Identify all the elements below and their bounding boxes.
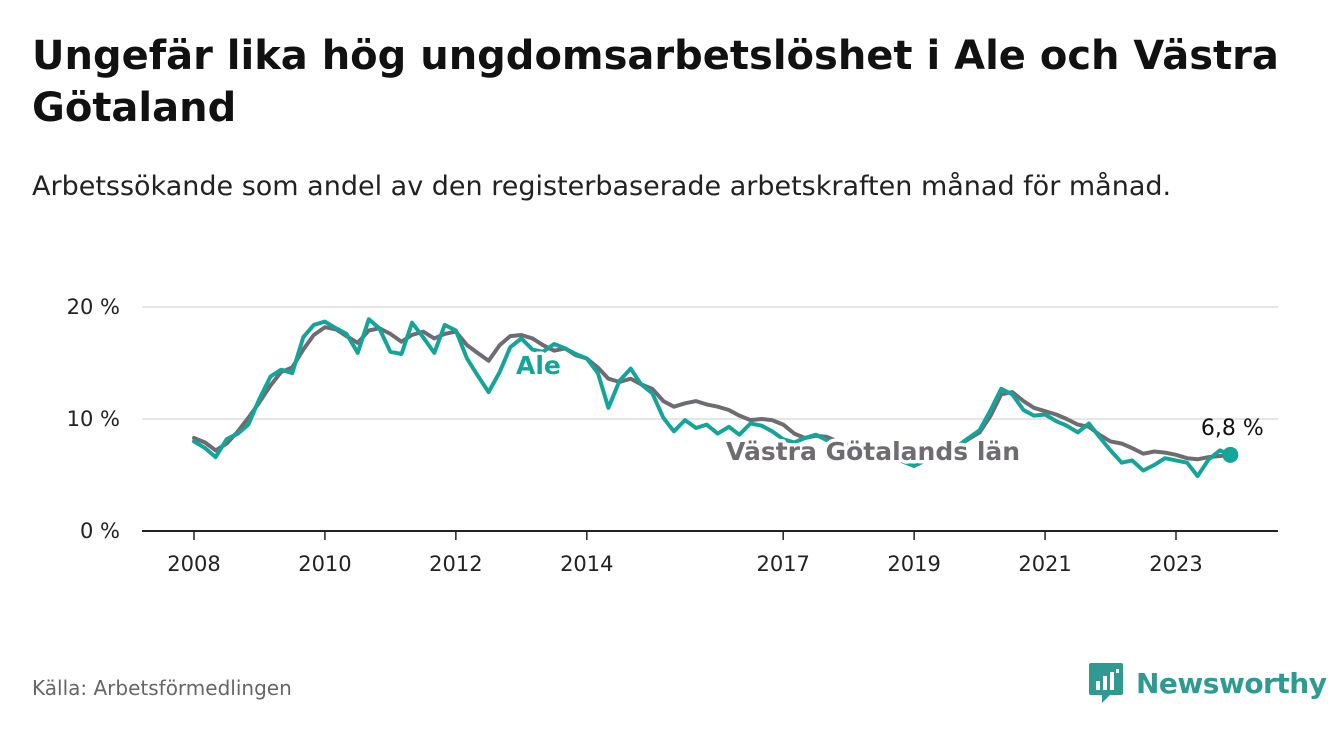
- y-tick-label: 10 %: [67, 407, 120, 431]
- series-label-vastra-gotaland-halo: Västra Götalands län: [726, 437, 1020, 466]
- newsworthy-logo-icon: [1089, 663, 1123, 703]
- end-value-label: 6,8 %: [1201, 416, 1264, 441]
- source-note: Källa: Arbetsförmedlingen: [32, 676, 292, 700]
- chart-title: Ungefär lika hög ungdomsarbetslöshet i A…: [32, 33, 1279, 131]
- brand-logo[interactable]: Newsworthy: [1088, 660, 1327, 706]
- grid-layer: [142, 306, 1278, 420]
- x-tick-label: 2012: [429, 552, 482, 576]
- x-tick-label: 2008: [167, 552, 220, 576]
- x-tick-label: 2019: [887, 552, 940, 576]
- x-tick-label: 2014: [560, 552, 613, 576]
- x-tick-label: 2021: [1018, 552, 1071, 576]
- y-tick-label: 20 %: [67, 295, 120, 319]
- x-tick-label: 2023: [1149, 552, 1202, 576]
- series-label-ale-halo: Ale: [516, 351, 561, 380]
- brand-name: Newsworthy: [1136, 666, 1327, 700]
- series-label-ale: Ale: [516, 351, 561, 380]
- chart-subtitle: Arbetssökande som andel av den registerb…: [32, 171, 1172, 202]
- series-line-ale: [192, 317, 1233, 479]
- y-tick-label: 0 %: [80, 519, 120, 543]
- x-tick-label: 2010: [298, 552, 351, 576]
- series-layer: [192, 317, 1233, 479]
- series-line-vstra-gtalands-ln: [192, 325, 1233, 462]
- end-point-marker: [1222, 446, 1239, 463]
- x-tick-label: 2017: [756, 552, 809, 576]
- series-label-vastra-gotaland: Västra Götalands län: [726, 437, 1020, 466]
- axis-layer: 0 % 10 % 20 % 2008 2010 2012 2014 2017 2019 2021 2…: [67, 295, 1278, 576]
